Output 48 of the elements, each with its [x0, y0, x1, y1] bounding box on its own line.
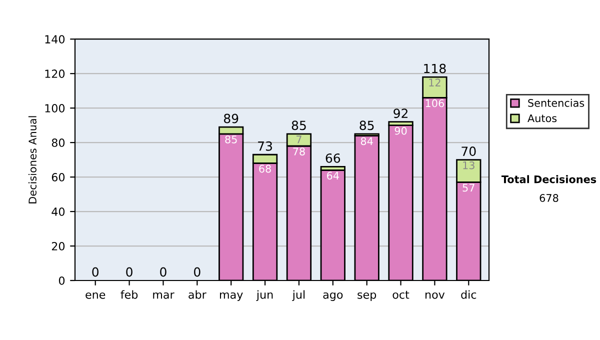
x-tick-label: nov — [426, 292, 445, 299]
data-label: 12 — [429, 78, 440, 86]
total-label: 0 — [92, 267, 99, 277]
data-label: 57 — [462, 184, 474, 192]
total-label: 0 — [160, 267, 166, 277]
data-label: 7 — [296, 136, 302, 144]
y-axis-title: Decisiones Anual — [28, 116, 36, 204]
data-label: 106 — [426, 99, 444, 108]
legend-label: Sentencias — [528, 98, 584, 107]
total-label: 70 — [462, 146, 476, 156]
legend-label: Autos — [528, 114, 557, 122]
total-label: 0 — [194, 267, 200, 277]
x-tick-label: feb — [120, 290, 138, 299]
data-label: 68 — [259, 164, 271, 173]
y-tick-label: 20 — [52, 242, 65, 250]
y-tick-label: 40 — [52, 208, 65, 216]
x-tick-label: oct — [392, 290, 410, 299]
data-label: 90 — [394, 126, 407, 135]
x-tick-label: may — [220, 292, 243, 301]
data-label: 78 — [293, 148, 305, 156]
text: Total Decisiones — [501, 175, 596, 184]
data-label: 85 — [225, 136, 237, 144]
x-tick-label: jun — [256, 290, 273, 301]
total-label: 85 — [292, 120, 306, 130]
data-label: 13 — [463, 161, 474, 170]
y-tick-label: 100 — [45, 104, 65, 112]
x-tick-label: dic — [461, 290, 476, 299]
x-tick-label: ene — [86, 292, 106, 299]
total-label: 85 — [360, 120, 374, 130]
data-label: 64 — [327, 172, 339, 180]
text: 678 — [540, 194, 558, 202]
x-tick-label: abr — [188, 290, 206, 299]
total-label: 92 — [394, 108, 408, 118]
x-tick-label: sep — [358, 292, 376, 301]
total-label: 89 — [224, 114, 238, 124]
y-tick-label: 140 — [45, 35, 65, 44]
total-label: 66 — [326, 153, 340, 163]
x-tick-label: mar — [153, 292, 174, 299]
total-label: 0 — [126, 267, 132, 277]
y-tick-label: 0 — [58, 276, 65, 285]
y-tick-label: 60 — [52, 173, 65, 182]
total-label: 118 — [424, 64, 446, 74]
x-tick-label: ago — [323, 292, 343, 301]
y-tick-label: 80 — [52, 138, 65, 147]
data-label: 84 — [360, 137, 373, 146]
y-tick-label: 120 — [45, 70, 65, 78]
x-tick-label: jul — [292, 290, 305, 301]
total-label: 73 — [258, 141, 272, 151]
